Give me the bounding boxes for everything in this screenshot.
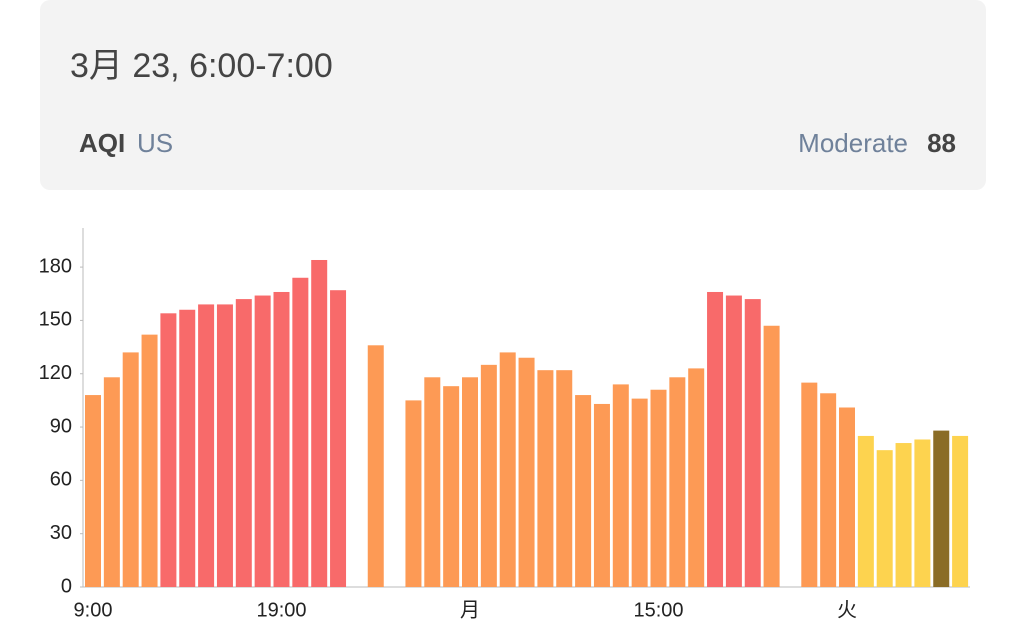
bar[interactable] [593,403,610,587]
bar[interactable] [254,295,271,587]
bar[interactable] [122,352,139,587]
bar[interactable] [443,386,460,587]
bar[interactable] [725,295,742,587]
bar[interactable] [462,377,478,587]
bar[interactable] [839,407,855,588]
x-tick-label: 9:00 [74,599,113,621]
standard: US [137,128,174,158]
index: AQI [79,128,126,158]
bar[interactable] [556,370,573,587]
bar[interactable] [141,334,158,587]
bar[interactable] [669,377,686,587]
bar[interactable] [763,325,780,587]
x-tick-label: 月 [460,599,480,621]
bar[interactable] [518,357,535,587]
y-tick-label: 30 [50,522,72,544]
bar[interactable] [499,352,516,587]
value: 88 [927,128,956,158]
bar[interactable] [85,395,101,587]
bar[interactable] [216,304,233,587]
y-tick-label: 180 [39,255,72,277]
bar[interactable] [952,435,969,587]
bar[interactable] [820,393,837,587]
bar[interactable] [688,368,705,587]
x-tick-label: 火 [837,599,857,621]
bar[interactable] [631,398,648,587]
bar[interactable] [537,370,554,587]
bar[interactable] [933,430,950,587]
bar[interactable] [876,450,893,587]
bar[interactable] [235,299,252,587]
y-tick-label: 150 [39,309,72,331]
bar[interactable] [801,382,818,587]
bar[interactable] [650,389,667,587]
info-card: 3月 23, 6:00-7:00 AQI US Moderate 88 [40,0,986,190]
y-tick-label: 0 [61,575,72,597]
bar[interactable] [575,395,592,587]
bar[interactable] [480,364,497,587]
bar[interactable] [103,377,120,587]
bar[interactable] [292,277,309,587]
bar[interactable] [707,291,724,587]
bar[interactable] [744,299,761,587]
bar[interactable] [914,439,931,587]
bar[interactable] [273,291,290,587]
bar[interactable] [367,345,384,587]
x-tick-label: 19:00 [256,599,306,621]
y-tick-label: 60 [50,469,72,491]
bar[interactable] [612,384,629,587]
bar[interactable] [179,309,196,587]
y-tick-label: 90 [50,415,72,437]
bar[interactable] [311,259,328,587]
y-tick-label: 120 [39,362,72,384]
title: 3月 23, 6:00-7:00 [70,47,333,85]
bar[interactable] [857,435,874,587]
level: Moderate [798,128,908,158]
bar[interactable] [895,443,912,587]
bar[interactable] [424,377,441,587]
bar[interactable] [330,290,347,587]
bar[interactable] [405,400,422,587]
bar[interactable] [160,313,177,587]
bar[interactable] [198,304,215,587]
x-tick-label: 15:00 [633,599,683,621]
